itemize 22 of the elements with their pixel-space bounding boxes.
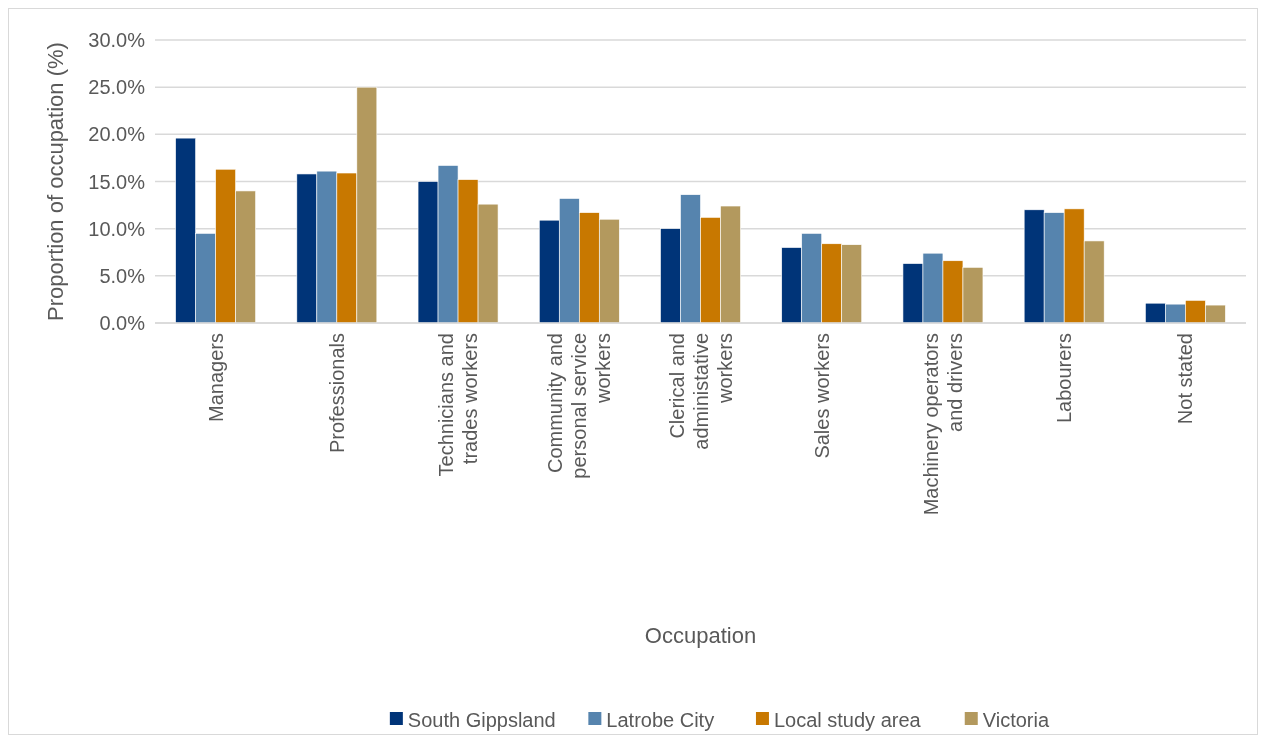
- y-tick-label: 30.0%: [88, 29, 146, 51]
- y-tick-label: 10.0%: [88, 217, 146, 240]
- x-tick-label: Community and personal service workers: [544, 333, 615, 479]
- x-tick-label: Managers: [204, 333, 227, 422]
- x-tick-label: Clerical and administative workers: [665, 333, 736, 450]
- legend-label: Victoria: [982, 709, 1050, 731]
- y-tick-label: 20.0%: [88, 123, 146, 146]
- legend-label: South Gippsland: [407, 709, 556, 731]
- y-tick-label: 25.0%: [88, 76, 146, 99]
- legend-label: Latrobe City: [606, 709, 715, 731]
- x-tick-label: Machinery operators and drivers: [919, 333, 966, 516]
- y-tick-label: 0.0%: [99, 312, 146, 334]
- x-tick-label: Sales workers: [810, 333, 833, 459]
- y-tick-label: 15.0%: [88, 170, 146, 193]
- legend-label: Local study area: [773, 709, 922, 731]
- y-tick-label: 5.0%: [99, 264, 146, 287]
- x-tick-label: Technicians and trades workers: [435, 333, 482, 477]
- y-axis-title: Proportion of occupation (%): [43, 42, 68, 321]
- x-tick-label: Professionals: [325, 333, 348, 454]
- x-tick-label: Labourers: [1053, 333, 1076, 424]
- x-tick-label: Not stated: [1174, 333, 1197, 425]
- x-axis-title: Occupation: [644, 623, 757, 648]
